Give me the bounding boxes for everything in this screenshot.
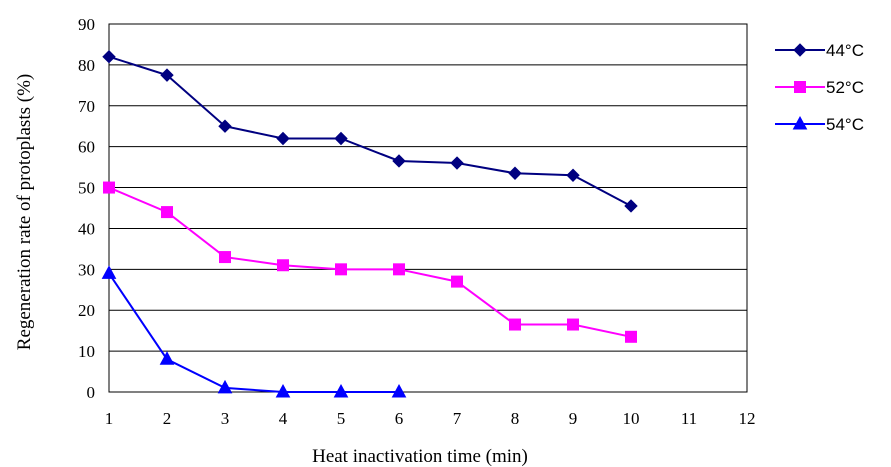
data-point xyxy=(391,383,407,398)
data-point xyxy=(450,156,464,170)
series-line xyxy=(108,186,632,338)
series-group xyxy=(101,50,638,398)
data-point xyxy=(509,318,521,331)
series-line xyxy=(108,55,632,207)
y-tick-label: 50 xyxy=(78,179,95,198)
data-point xyxy=(625,330,637,343)
x-tick-label: 7 xyxy=(453,409,462,428)
x-tick-label: 11 xyxy=(681,409,697,428)
legend-item: 54°C xyxy=(775,115,864,134)
y-tick-label: 0 xyxy=(87,383,96,402)
y-tick-label: 20 xyxy=(78,301,95,320)
data-point xyxy=(275,383,291,398)
x-tick-label: 6 xyxy=(395,409,404,428)
legend: 44°C 52°C 54°C xyxy=(775,41,864,134)
legend-label: 52°C xyxy=(826,78,864,97)
legend-item: 52°C xyxy=(775,78,864,97)
x-tick-label: 3 xyxy=(221,409,230,428)
x-axis-title: Heat inactivation time (min) xyxy=(312,446,528,467)
series-2 xyxy=(103,181,637,343)
legend-marker xyxy=(793,43,807,57)
data-point xyxy=(624,199,638,213)
y-tick-label: 80 xyxy=(78,56,95,75)
legend-marker xyxy=(792,115,808,130)
series-1 xyxy=(102,50,638,213)
data-point xyxy=(277,259,289,272)
y-tick-label: 60 xyxy=(78,138,95,157)
data-point xyxy=(566,168,580,182)
data-point xyxy=(102,50,116,64)
x-tick-label: 2 xyxy=(163,409,172,428)
data-point xyxy=(335,263,347,276)
plot-area xyxy=(108,23,748,393)
x-tick-label: 10 xyxy=(623,409,640,428)
y-axis-title: Regeneration rate of protoplasts (%) xyxy=(14,74,35,350)
data-point xyxy=(101,265,117,279)
legend-label: 54°C xyxy=(826,115,864,134)
data-point xyxy=(392,154,406,168)
y-tick-label: 70 xyxy=(78,97,95,116)
data-point xyxy=(103,181,115,194)
data-point xyxy=(160,68,174,82)
series-3 xyxy=(101,265,407,398)
data-point xyxy=(217,379,233,394)
data-point xyxy=(567,318,579,331)
data-point xyxy=(276,131,290,146)
x-axis-tick-labels: 1 2 3 4 5 6 7 8 9 10 11 12 xyxy=(105,409,756,428)
y-axis-tick-labels: 0 10 20 30 40 50 60 70 80 90 xyxy=(78,15,95,402)
data-point xyxy=(219,251,231,264)
legend-label: 44°C xyxy=(826,41,864,60)
x-tick-label: 8 xyxy=(511,409,520,428)
data-point xyxy=(218,119,232,133)
gridlines xyxy=(109,23,747,352)
y-tick-label: 90 xyxy=(78,15,95,34)
y-tick-label: 10 xyxy=(78,342,95,361)
x-tick-label: 5 xyxy=(337,409,346,428)
data-point xyxy=(159,351,175,365)
data-point xyxy=(334,131,348,146)
x-tick-label: 4 xyxy=(279,409,288,428)
data-point xyxy=(333,383,349,398)
legend-marker xyxy=(794,81,806,93)
data-point xyxy=(451,275,463,288)
data-point xyxy=(393,263,405,276)
x-tick-label: 9 xyxy=(569,409,578,428)
y-tick-label: 30 xyxy=(78,260,95,279)
y-tick-label: 40 xyxy=(78,219,95,238)
series-line xyxy=(108,272,399,393)
data-point xyxy=(508,166,522,180)
x-tick-label: 1 xyxy=(105,409,114,428)
legend-item: 44°C xyxy=(775,41,864,60)
x-tick-label: 12 xyxy=(739,409,756,428)
data-point xyxy=(161,206,173,219)
